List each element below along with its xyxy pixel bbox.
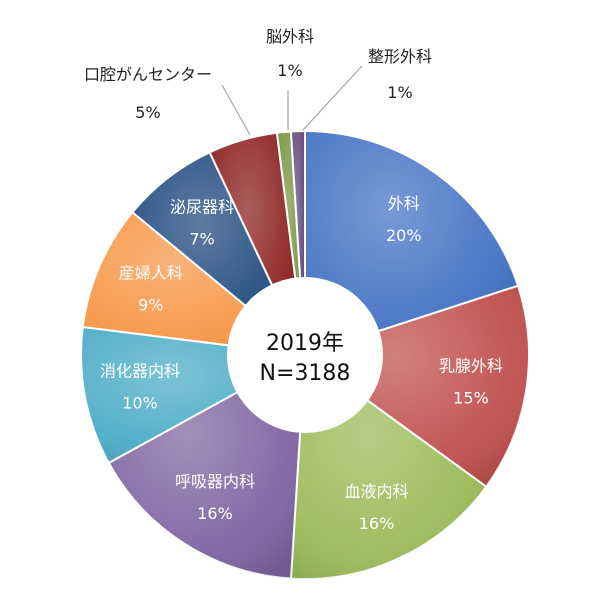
slice-name-label-4: 消化器内科 <box>100 361 180 380</box>
slice-percent-label-6: 7% <box>189 229 214 248</box>
slice-name-label-3: 呼吸器内科 <box>175 472 255 491</box>
slice-percent-label-1: 15% <box>453 388 489 407</box>
slice-percent-label-2: 16% <box>359 514 395 533</box>
slice-name-label-9: 整形外科 <box>368 47 432 66</box>
slice-name-label-1: 乳腺外科 <box>439 356 503 375</box>
leader-line-9 <box>302 65 363 131</box>
slice-name-label-7: 口腔がんセンター <box>84 65 212 84</box>
slice-percent-label-3: 16% <box>197 504 233 523</box>
center-n-label: N=3188 <box>260 361 351 386</box>
slice-percent-label-8: 1% <box>277 61 302 80</box>
leader-line-7 <box>221 84 251 136</box>
slice-percent-label-0: 20% <box>386 226 422 245</box>
slice-name-label-5: 産婦人科 <box>119 263 183 282</box>
slices-group <box>80 129 530 580</box>
slice-percent-label-7: 5% <box>135 103 160 122</box>
leader-lines <box>221 65 363 136</box>
slice-name-label-6: 泌尿器科 <box>170 197 234 216</box>
donut-hole <box>227 277 383 433</box>
slice-shade-1 <box>305 285 530 487</box>
slice-labels: 外科 20% 乳腺外科 15% 血液内科 16% 呼吸器内科 16% 消化器内科 10% 産婦人科 9… <box>84 27 503 533</box>
center-year-label: 2019年 <box>266 331 344 356</box>
slice-percent-label-4: 10% <box>122 393 158 412</box>
slice-percent-label-9: 1% <box>387 83 412 102</box>
slice-name-label-2: 血液内科 <box>345 482 409 501</box>
slice-name-label-8: 脳外科 <box>266 27 314 46</box>
slice-name-label-0: 外科 <box>388 194 420 213</box>
slice-percent-label-5: 9% <box>138 295 163 314</box>
